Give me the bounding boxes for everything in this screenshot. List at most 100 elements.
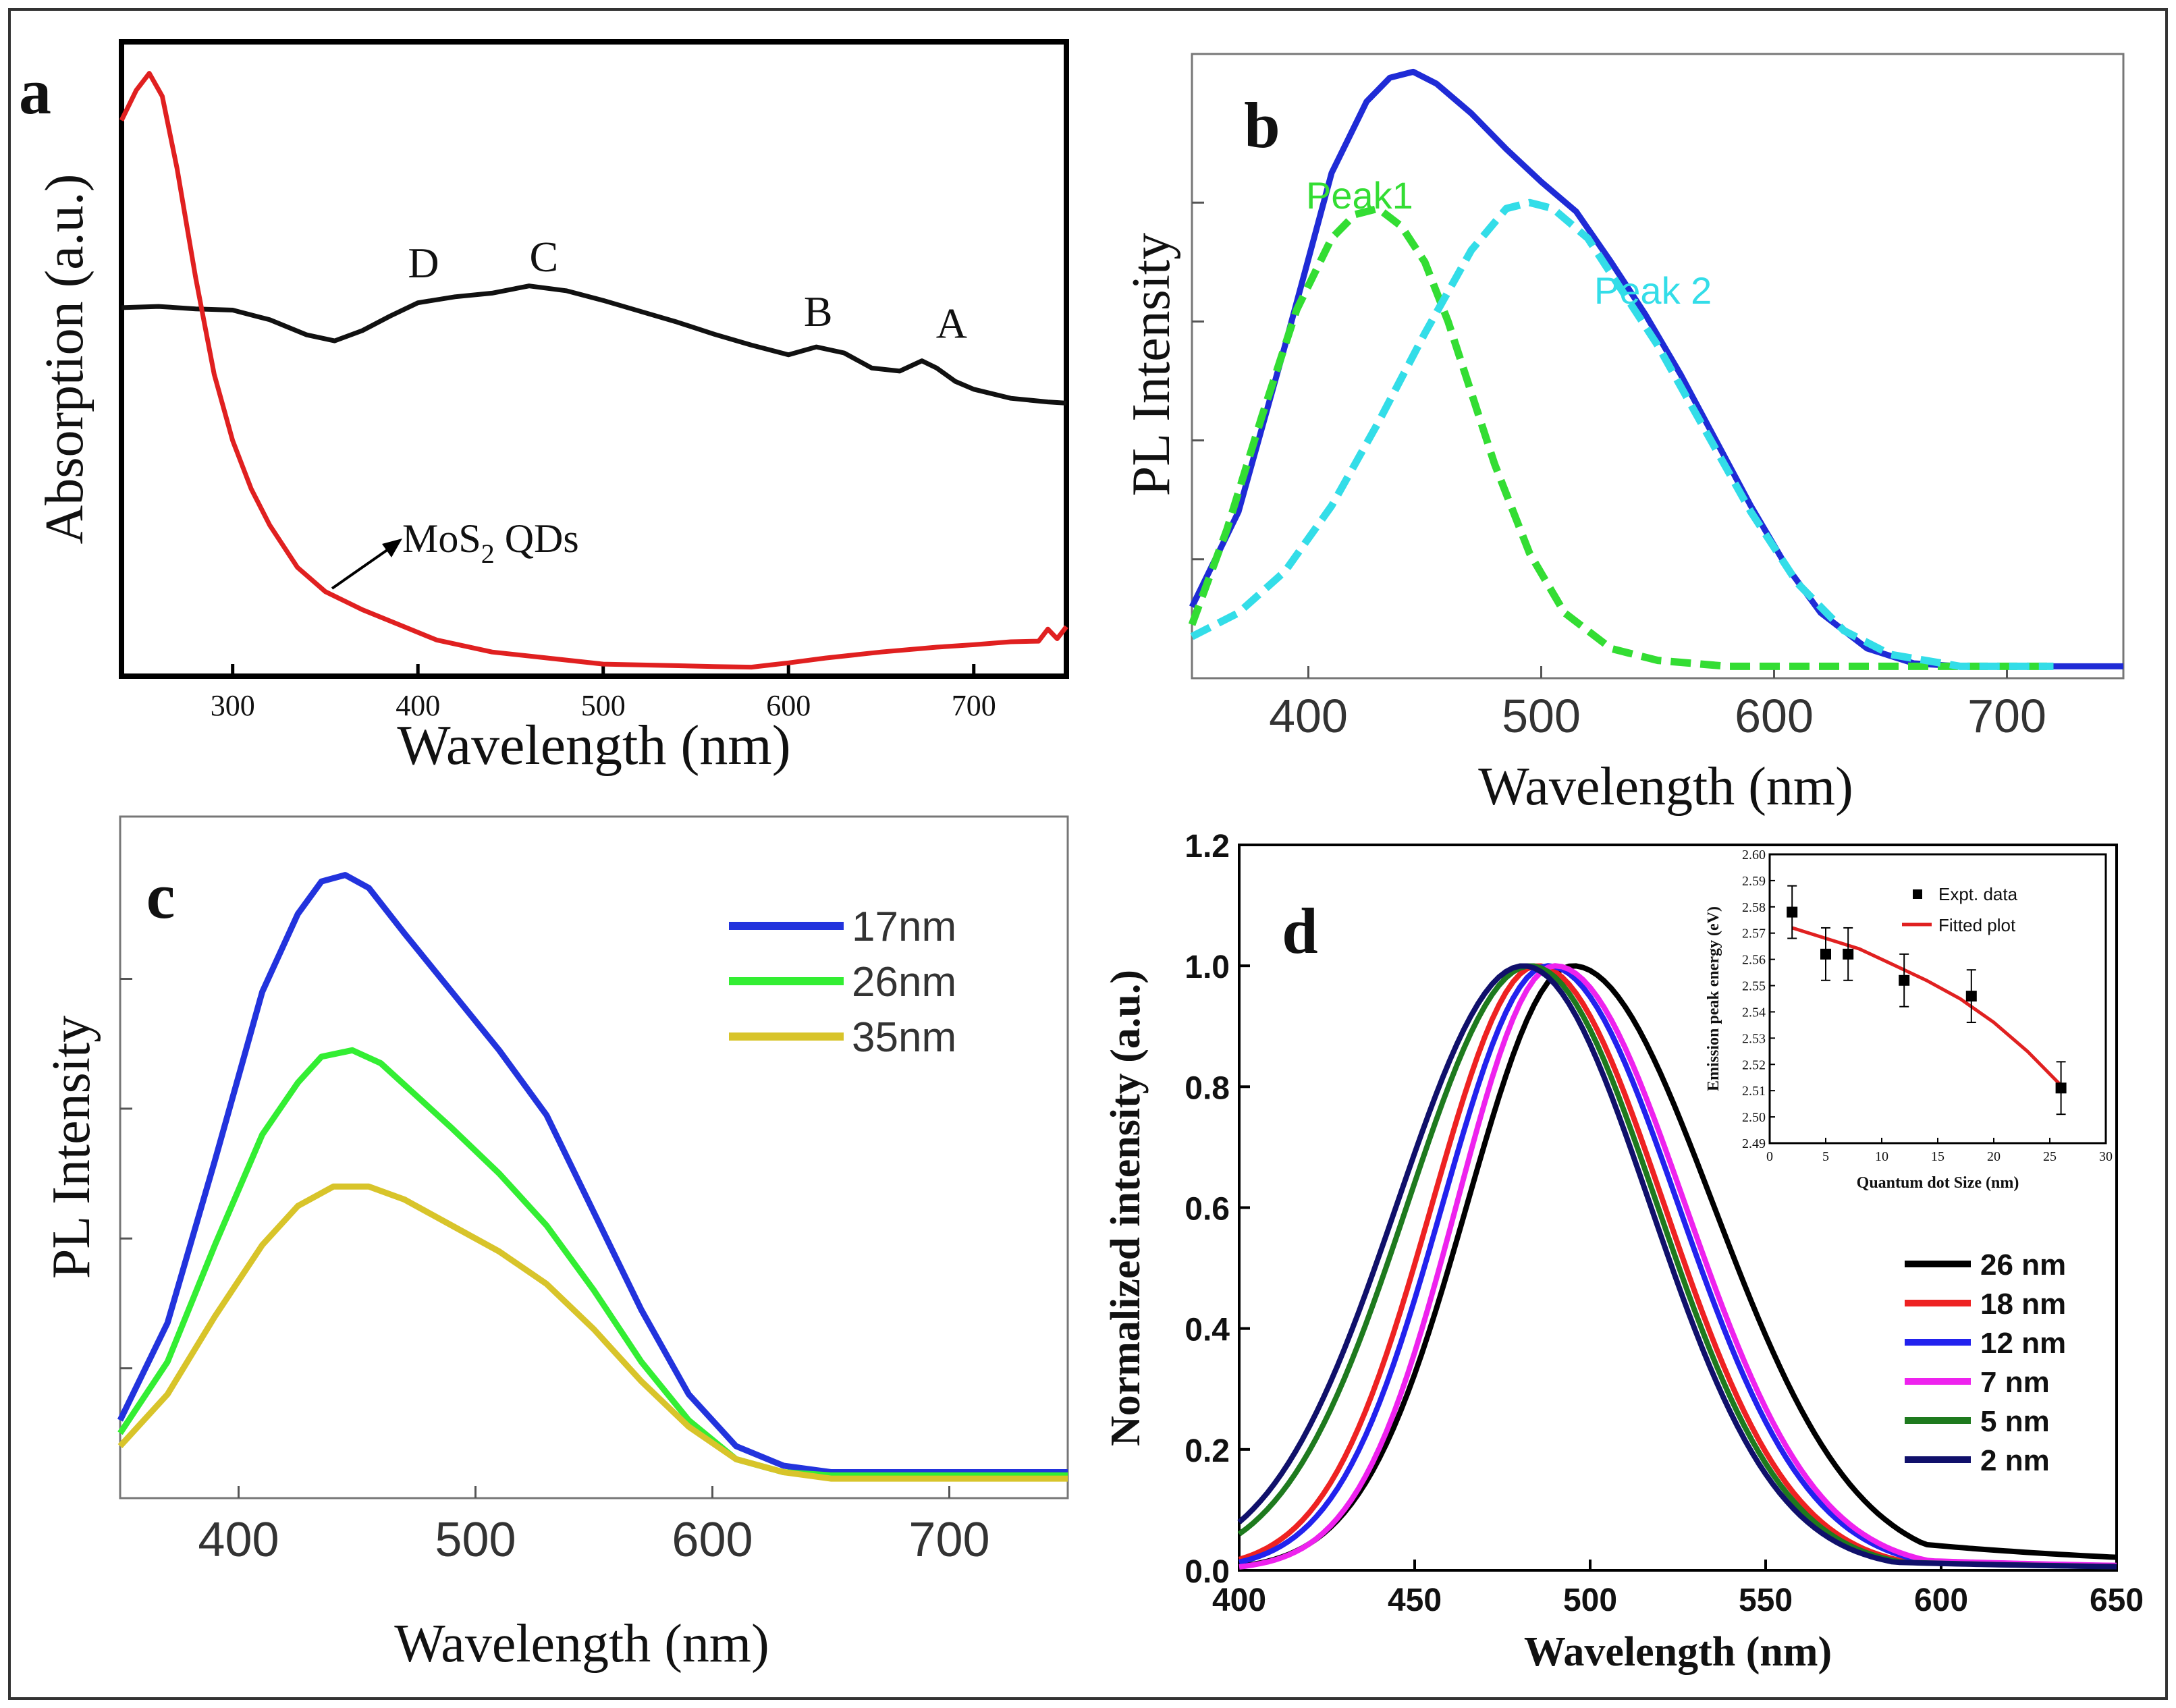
legend-label: 26 nm: [1980, 1248, 2066, 1282]
fit-line: [1791, 926, 2063, 1087]
inset-x-tick-label: 15: [1931, 1149, 1944, 1164]
inset-y-tick-label: 2.56: [1742, 953, 1766, 968]
plot-frame: [119, 39, 1069, 679]
panel-a: 300 400 500 600 700 D C B A MoS2 QDs a Wavelength (…: [19, 39, 1069, 777]
qds-label: MoS2 QDs: [402, 516, 579, 569]
y-tick-label: 1.0: [1185, 949, 1230, 985]
inset-legend-label: Fitted plot: [1938, 915, 2016, 935]
series-line: [1239, 963, 2117, 1569]
y-axis-title: PL Intensity: [1122, 233, 1181, 496]
y-axis-title: Normalized intensity (a.u.): [1103, 970, 1149, 1446]
data-point: [1820, 948, 1831, 960]
legend-label: 35nm: [852, 1014, 956, 1061]
y-tick-label: 0.6: [1185, 1192, 1230, 1228]
x-tick-label: 400: [1269, 690, 1348, 742]
series-line: [1188, 204, 2054, 670]
panel-c: 400 500 600 700 17nm 26nm 35nm c Wavelength (nm)…: [42, 815, 1069, 1674]
series-annotation: Peak1: [1306, 174, 1413, 217]
inset-y-tick-label: 2.59: [1742, 874, 1766, 889]
panel-label: c: [146, 860, 175, 932]
series-line: [119, 71, 1068, 670]
x-axis-title: Wavelength (nm): [397, 714, 790, 777]
series-line: [121, 283, 1067, 406]
x-tick-label: 500: [435, 1513, 516, 1567]
legend-label: 7 nm: [1980, 1366, 2050, 1399]
x-tick-label: 450: [1388, 1582, 1442, 1618]
series-line: [117, 1183, 1068, 1482]
x-tick-label: 400: [1212, 1582, 1266, 1618]
inset-x-tick-label: 10: [1875, 1149, 1888, 1164]
x-tick-label: 650: [2090, 1582, 2144, 1618]
inset-legend-label: Expt. data: [1938, 884, 2018, 904]
y-tick-label: 0.2: [1185, 1433, 1230, 1469]
annotation-arrow: [331, 547, 391, 590]
inset-y-tick-label: 2.49: [1742, 1136, 1766, 1151]
y-axis-title: PL Intensity: [42, 1016, 101, 1279]
series-line: [1189, 68, 2123, 669]
x-axis-title: Wavelength (nm): [1478, 757, 1853, 817]
inset-y-tick-label: 2.57: [1742, 927, 1766, 941]
legend-label: 18 nm: [1980, 1288, 2066, 1321]
series-annotation: Peak 2: [1594, 269, 1712, 312]
plot-frame: [1191, 53, 2125, 680]
legend-label: 2 nm: [1980, 1444, 2050, 1477]
x-axis-title: Wavelength (nm): [394, 1614, 769, 1674]
panel-label: a: [19, 55, 51, 128]
x-tick-label: 700: [1967, 690, 2046, 742]
inset-x-axis-title: Quantum dot Size (nm): [1857, 1174, 2019, 1192]
legend-label: 26nm: [852, 959, 956, 1005]
panel-b: 400 500 600 700 Peak1 Peak 2 b Wavelength (nm) P…: [1122, 53, 2125, 817]
panel-d: 0.0 0.2 0.4 0.6 0.8 1.0 1.2 400 450 500 550 600 650 2…: [1103, 829, 2144, 1675]
y-tick-label: 0.4: [1185, 1313, 1230, 1348]
x-tick-label: 500: [1563, 1582, 1617, 1618]
inset-y-tick-label: 2.60: [1742, 848, 1766, 862]
qds-label-tail: QDs: [495, 516, 579, 561]
x-tick-label: 700: [952, 689, 996, 722]
peak-label: D: [408, 239, 439, 287]
panel-label: d: [1282, 895, 1317, 967]
data-point: [1843, 948, 1854, 960]
inset-legend-marker: [1913, 889, 1922, 899]
legend-label: 5 nm: [1980, 1405, 2050, 1438]
y-tick-label: 0.8: [1185, 1070, 1230, 1106]
inset-x-tick-label: 0: [1766, 1149, 1773, 1164]
data-point: [2055, 1082, 2067, 1094]
data-point: [1899, 974, 1910, 986]
inset-y-tick-label: 2.53: [1742, 1031, 1766, 1046]
inset-x-tick-label: 20: [1987, 1149, 2001, 1164]
arrow-head: [382, 539, 402, 557]
inset-y-tick-label: 2.54: [1742, 1005, 1766, 1020]
x-tick-label: 600: [766, 689, 811, 722]
inset-x-tick-label: 25: [2043, 1149, 2057, 1164]
inset-y-tick-label: 2.58: [1742, 900, 1766, 915]
x-tick-label: 550: [1739, 1582, 1793, 1618]
x-tick-label: 400: [396, 689, 440, 722]
x-axis-title: Wavelength (nm): [1524, 1629, 1832, 1675]
y-axis-title: Absorption (a.u.): [35, 174, 94, 545]
inset-y-tick-label: 2.55: [1742, 979, 1766, 994]
legend-label: 12 nm: [1980, 1327, 2066, 1360]
inset-x-tick-label: 5: [1822, 1149, 1829, 1164]
data-point: [1787, 906, 1798, 918]
x-tick-label: 600: [1735, 690, 1814, 742]
y-tick-label: 1.2: [1185, 829, 1230, 864]
x-tick-label: 600: [672, 1513, 753, 1567]
series-line: [1237, 963, 2117, 1570]
inset-x-tick-label: 30: [2099, 1149, 2113, 1164]
peak-label: B: [804, 287, 833, 335]
data-point: [1965, 991, 1977, 1002]
x-tick-label: 500: [1502, 690, 1581, 742]
x-tick-label: 400: [198, 1513, 279, 1567]
x-tick-label: 300: [211, 689, 255, 722]
qds-label-sub: 2: [481, 539, 495, 569]
inset-y-tick-label: 2.52: [1742, 1057, 1766, 1072]
qds-label-main: MoS: [402, 516, 481, 561]
peak-label: C: [530, 233, 559, 281]
peak-label: A: [936, 300, 967, 348]
y-tick-label: 0.0: [1185, 1554, 1230, 1590]
inset-frame: [1768, 853, 2107, 1145]
x-tick-label: 700: [908, 1513, 989, 1567]
inset-y-tick-label: 2.50: [1742, 1110, 1766, 1125]
legend-label: 17nm: [852, 904, 956, 950]
